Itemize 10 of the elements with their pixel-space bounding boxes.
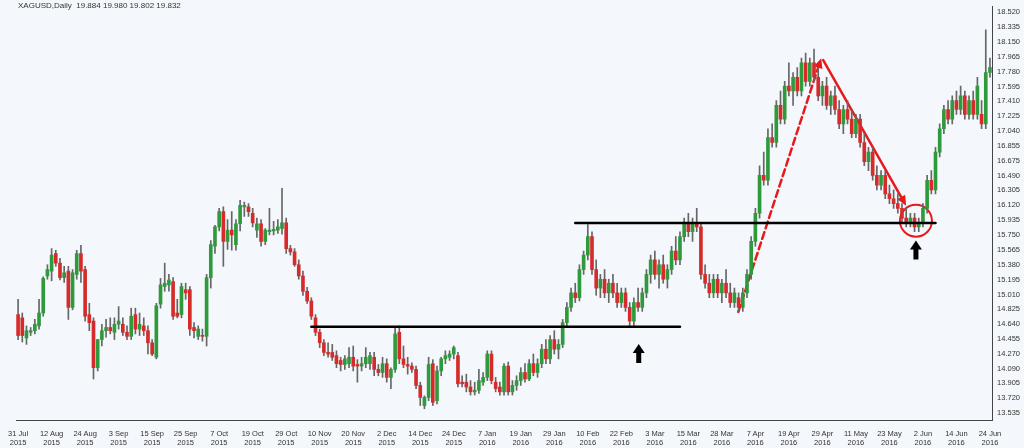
candlestick xyxy=(787,62,791,97)
candlestick xyxy=(636,287,640,312)
chart-title: XAGUSD,Daily 19.884 19.980 19.802 19.832 xyxy=(18,1,181,10)
candlestick xyxy=(229,211,234,251)
candlestick xyxy=(280,187,284,235)
candlestick xyxy=(770,123,774,148)
candlestick xyxy=(405,356,410,375)
candlestick xyxy=(761,151,766,186)
candlestick xyxy=(573,282,578,303)
candlestick xyxy=(326,342,330,358)
